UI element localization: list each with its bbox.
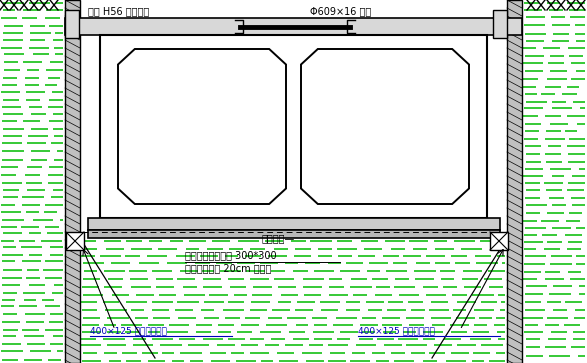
Bar — [65, 18, 522, 35]
Polygon shape — [301, 49, 469, 204]
Bar — [493, 10, 507, 38]
Text: 基坑两侧设置两个 300*300: 基坑两侧设置两个 300*300 — [185, 250, 276, 260]
Bar — [507, 0, 522, 363]
Text: 排水沟，底铺 20cm 砖石。: 排水沟，底铺 20cm 砖石。 — [185, 263, 271, 273]
Text: 400×125 型拉森锂板楆: 400×125 型拉森锂板楆 — [90, 326, 167, 335]
Bar — [100, 35, 487, 218]
Bar — [88, 218, 500, 230]
Bar — [490, 232, 508, 250]
Bar — [66, 232, 84, 250]
Bar — [65, 0, 80, 363]
Text: 双拼 H56 型锂围樹: 双拼 H56 型锂围樹 — [88, 6, 149, 16]
Bar — [65, 10, 79, 38]
Text: 基底标高—: 基底标高— — [262, 233, 295, 243]
Bar — [88, 230, 500, 238]
Text: Φ609×16 锂管: Φ609×16 锂管 — [310, 6, 371, 16]
Text: 400×125 型拉森锂板楆: 400×125 型拉森锂板楆 — [358, 326, 435, 335]
Polygon shape — [118, 49, 286, 204]
